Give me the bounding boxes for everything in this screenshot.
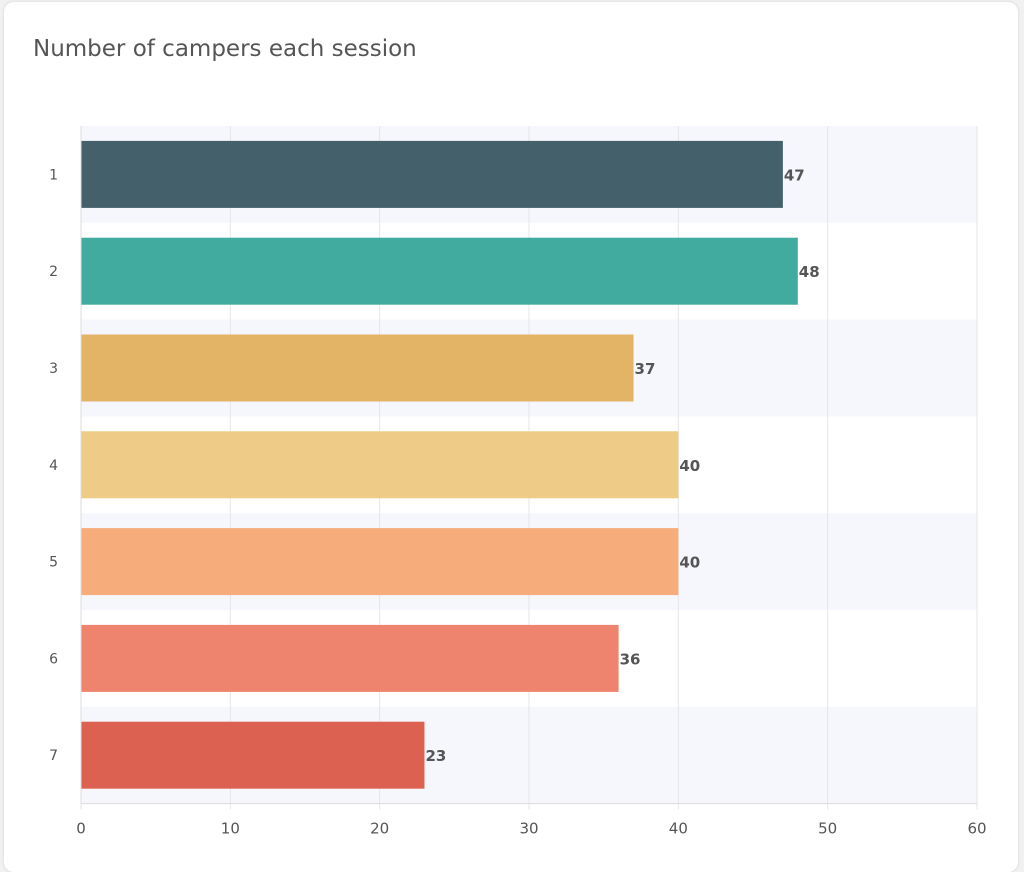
chart-title: Number of campers each session xyxy=(33,36,417,62)
x-tick-label: 50 xyxy=(818,820,837,838)
x-tick-label: 10 xyxy=(221,820,240,838)
bar-value-label: 36 xyxy=(620,650,641,668)
x-tick-label: 30 xyxy=(519,820,538,838)
y-category-label: 2 xyxy=(49,264,58,280)
y-category-label: 1 xyxy=(49,167,58,183)
bar[interactable] xyxy=(81,721,425,789)
data-labels: 47 48 37 40 40 36 23 xyxy=(425,166,819,765)
bars xyxy=(81,140,798,789)
bar[interactable] xyxy=(81,528,679,596)
y-category-label: 7 xyxy=(49,748,58,764)
bar-value-label: 47 xyxy=(784,166,805,184)
category-labels: 1 2 3 4 5 6 7 xyxy=(49,167,58,764)
bar-value-label: 40 xyxy=(679,457,700,475)
bar[interactable] xyxy=(81,624,619,692)
bar-value-label: 23 xyxy=(425,747,446,765)
y-category-label: 3 xyxy=(49,361,58,377)
bar[interactable] xyxy=(81,140,783,208)
y-category-label: 4 xyxy=(49,458,58,474)
x-tick-label: 40 xyxy=(669,820,688,838)
bar-value-label: 48 xyxy=(799,263,820,281)
x-tick-label: 60 xyxy=(967,820,986,838)
bar-value-label: 40 xyxy=(679,554,700,572)
bar[interactable] xyxy=(81,431,679,499)
bar[interactable] xyxy=(81,334,634,402)
x-tick-label: 20 xyxy=(370,820,389,838)
x-axis: 0 10 20 30 40 50 60 xyxy=(76,126,987,838)
x-tick-label: 0 xyxy=(76,820,86,838)
bar[interactable] xyxy=(81,237,798,305)
y-category-label: 5 xyxy=(49,555,58,571)
bar-value-label: 37 xyxy=(635,360,656,378)
y-category-label: 6 xyxy=(49,651,58,667)
